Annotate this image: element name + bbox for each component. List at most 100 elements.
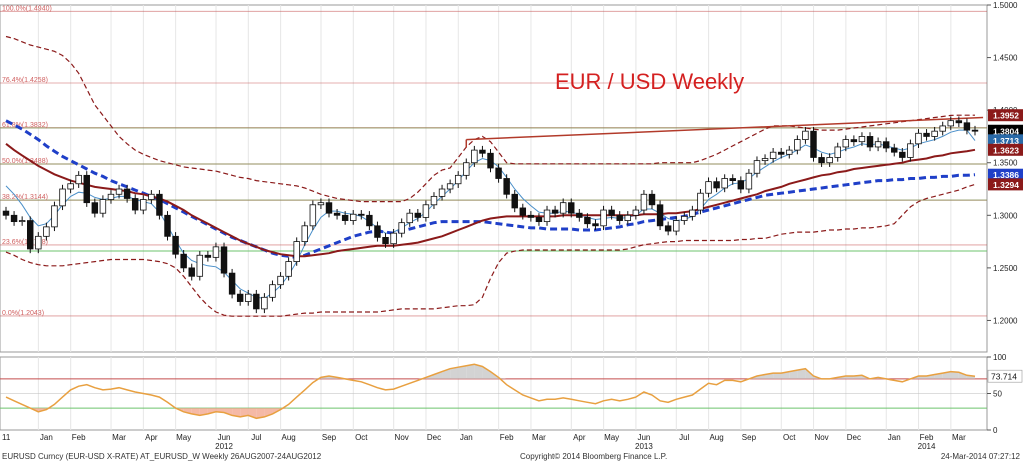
x-tick-label: 11 <box>2 433 11 442</box>
oscillator-overbought-fill <box>789 370 798 379</box>
candle-body <box>349 213 357 221</box>
candle-body <box>10 214 18 223</box>
candle-body <box>269 284 276 298</box>
oscillator-overbought-fill <box>950 371 959 379</box>
x-tick-label: Sep <box>322 433 337 442</box>
candle-body <box>188 267 195 277</box>
oscillator-panel: 100 50 0 73.714 <box>0 353 1023 435</box>
candle-body <box>656 204 664 227</box>
candle-body <box>971 129 979 132</box>
x-tick-label: Mar <box>112 433 126 442</box>
series-line-ma <box>5 143 976 258</box>
candle-body <box>753 160 761 174</box>
x-year-label: 2012 <box>215 442 233 451</box>
x-tick-label: Sep <box>742 433 757 442</box>
series-line-band-lower <box>5 183 976 317</box>
candle-body <box>616 214 623 221</box>
candle-body <box>664 225 672 232</box>
candle-body <box>527 214 535 218</box>
candle-body <box>35 235 42 250</box>
candle-body <box>955 120 963 124</box>
oscillator-last-box <box>987 369 1023 383</box>
oscillator-overbought-fill <box>773 373 782 379</box>
candle-body <box>123 188 131 199</box>
price-tag-box <box>988 178 1023 191</box>
price-tag-box <box>988 109 1023 122</box>
price-tag-box <box>988 134 1023 147</box>
price-tag-label: 1.3713 <box>993 136 1019 146</box>
x-tick-label: Jan <box>40 433 53 442</box>
candle-body <box>261 296 268 310</box>
candle-body <box>608 209 615 216</box>
oscillator-overbought-fill <box>450 367 459 379</box>
candle-body <box>826 157 833 164</box>
candle-body <box>535 217 543 223</box>
candle-body <box>325 202 333 214</box>
candle-body <box>600 209 607 227</box>
price-tag-label: 1.3952 <box>993 111 1019 121</box>
price-tag-label: 1.3623 <box>993 145 1019 155</box>
candle-body <box>245 293 252 302</box>
oscillator-oversold-fill <box>224 408 233 416</box>
candle-body <box>212 246 220 258</box>
candle-body <box>648 193 656 206</box>
candle-body <box>963 122 971 131</box>
candle-body <box>131 198 139 211</box>
candle-body <box>592 223 599 227</box>
candle-body <box>107 193 115 200</box>
y-tick-label: 1.2500 <box>993 264 1018 273</box>
candle-body <box>794 139 801 151</box>
oscillator-last-label: 73.714 <box>991 372 1017 382</box>
price-tag-label: 1.3804 <box>993 126 1019 136</box>
fib-level-label: 38.2%(1.3144) <box>2 194 48 201</box>
candle-body <box>632 209 640 216</box>
candle-body <box>164 214 171 237</box>
fib-level-label: 76.4%(1.4258) <box>2 77 48 84</box>
oscillator-y-tick-label: 50 <box>993 390 1002 399</box>
candle-body <box>414 212 422 218</box>
x-year-label: 2013 <box>635 442 653 451</box>
candle-body <box>51 205 58 228</box>
candle-body <box>18 220 26 223</box>
candle-body <box>91 202 99 214</box>
x-tick-label: Oct <box>355 433 368 442</box>
candle-body <box>511 193 518 209</box>
candle-body <box>681 215 688 221</box>
price-tag-label: 1.3386 <box>993 170 1019 180</box>
x-tick-label: Nov <box>814 433 828 442</box>
candle-body <box>769 151 777 159</box>
candle-body <box>559 202 567 214</box>
candle-body <box>398 222 405 234</box>
oscillator-overbought-fill <box>797 368 806 379</box>
candle-body <box>777 151 785 155</box>
candle-body <box>842 139 850 148</box>
oscillator-oversold-fill <box>183 408 192 414</box>
candle-body <box>277 275 284 286</box>
candle-body <box>358 213 365 216</box>
x-tick-label: Mar <box>952 433 966 442</box>
x-tick-label: Jul <box>251 433 261 442</box>
candle-body <box>503 178 510 195</box>
time-axis: 11 Jan Feb Mar Apr May Jun Jul Aug Sep Oct Nov Dec Ja… <box>2 433 966 451</box>
chart-title: EUR / USD Weekly <box>555 69 744 94</box>
candle-body <box>406 212 413 224</box>
x-year-label: 2014 <box>918 442 936 451</box>
candle-body <box>818 157 825 164</box>
x-tick-label: Jun <box>218 433 231 442</box>
candle-body <box>293 241 300 262</box>
x-tick-label: Aug <box>282 433 296 442</box>
candle-body <box>172 235 179 255</box>
oscillator-line <box>5 363 976 420</box>
x-tick-label: Jun <box>637 433 650 442</box>
trendline <box>466 116 984 141</box>
candle-body <box>891 147 898 153</box>
candle-body <box>438 188 446 197</box>
candle-body <box>882 141 890 149</box>
oscillator-oversold-fill <box>232 408 241 417</box>
candle-body <box>697 192 704 211</box>
price-tag-box <box>988 168 1023 181</box>
x-tick-label: Jul <box>679 433 689 442</box>
candle-body <box>285 261 292 277</box>
candle-body <box>99 199 107 214</box>
